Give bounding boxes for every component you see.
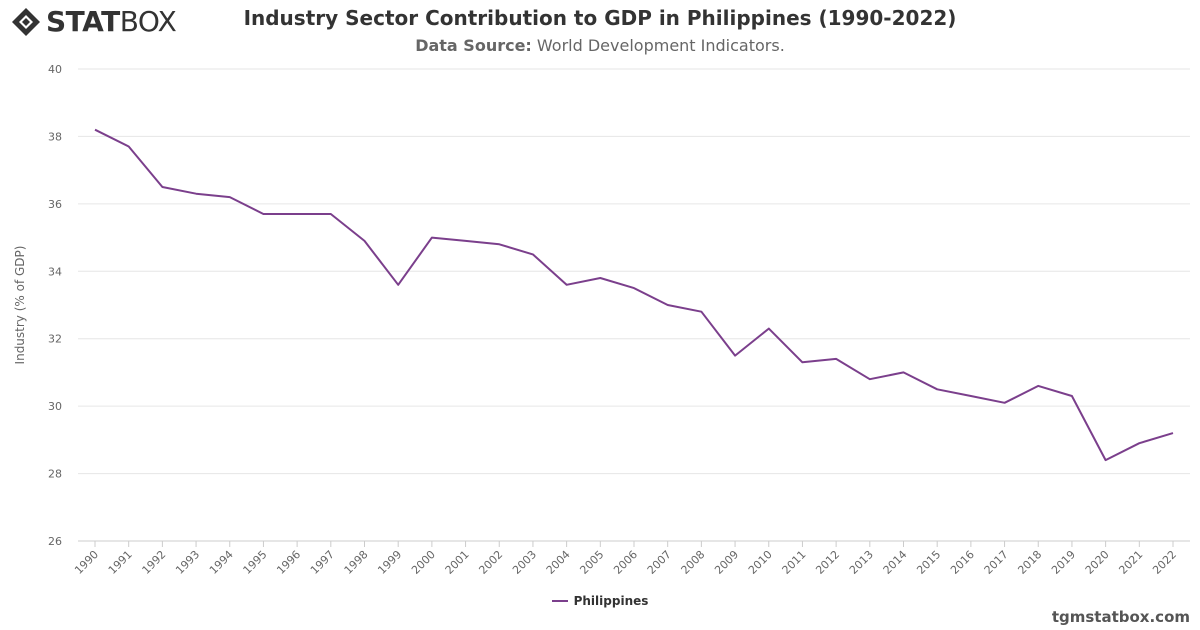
statbox-logo: STATBOX [10, 5, 177, 38]
y-tick-label: 30 [48, 400, 62, 413]
data-source-label: Data Source: [415, 36, 532, 55]
site-credit: tgmstatbox.com [1051, 608, 1190, 626]
data-point[interactable] [564, 282, 570, 288]
x-tick-label: 1999 [375, 548, 404, 577]
x-tick-label: 2002 [476, 548, 505, 577]
legend[interactable]: Philippines [0, 594, 1200, 608]
x-tick-label: 2022 [1150, 548, 1179, 577]
data-point[interactable] [698, 309, 704, 315]
x-tick-label: 1995 [241, 548, 270, 577]
chart-subtitle: Data Source: World Development Indicator… [0, 36, 1200, 55]
data-point[interactable] [1136, 440, 1142, 446]
x-tick-label: 2015 [914, 548, 943, 577]
data-point[interactable] [901, 369, 907, 375]
chart-title: Industry Sector Contribution to GDP in P… [243, 6, 957, 30]
x-tick-label: 1992 [140, 548, 169, 577]
data-point[interactable] [968, 393, 974, 399]
y-tick-label: 28 [48, 468, 62, 481]
data-point[interactable] [1035, 383, 1041, 389]
data-point[interactable] [1002, 400, 1008, 406]
y-tick-label: 38 [48, 130, 62, 143]
data-point[interactable] [227, 194, 233, 200]
x-tick-label: 2004 [544, 548, 573, 577]
x-tick-label: 1998 [342, 548, 371, 577]
y-tick-label: 36 [48, 198, 62, 211]
logo-wordmark-light: BOX [119, 5, 177, 38]
x-tick-label: 2019 [1049, 548, 1078, 577]
x-tick-label: 2017 [982, 548, 1011, 577]
y-tick-label: 26 [48, 535, 62, 548]
legend-swatch [551, 600, 568, 602]
data-point[interactable] [496, 241, 502, 247]
x-tick-label: 2000 [409, 548, 438, 577]
data-point[interactable] [463, 238, 469, 244]
data-point[interactable] [799, 359, 805, 365]
data-point[interactable] [766, 326, 772, 332]
data-point[interactable] [1103, 457, 1109, 463]
x-axis-ticks: 1990 1991 1992 1993 1994 1995 1996 1997 1998 1999… [72, 541, 1179, 577]
data-point[interactable] [631, 285, 637, 291]
x-tick-label: 2003 [510, 548, 539, 577]
data-point[interactable] [530, 251, 536, 257]
data-point[interactable] [597, 275, 603, 281]
data-point[interactable] [159, 184, 165, 190]
data-point[interactable] [1170, 430, 1176, 436]
diamond-logo-icon [12, 8, 40, 36]
x-tick-label: 2007 [645, 548, 674, 577]
data-point[interactable] [193, 191, 199, 197]
y-tick-label: 40 [48, 63, 62, 76]
y-axis-ticks: 26 28 30 32 34 36 38 40 [48, 63, 62, 548]
y-tick-label: 34 [48, 265, 62, 278]
x-tick-label: 2020 [1083, 548, 1112, 577]
gridlines [78, 68, 1190, 542]
x-tick-label: 2014 [881, 548, 910, 577]
x-tick-label: 2005 [577, 548, 606, 577]
data-point[interactable] [260, 211, 266, 217]
x-tick-label: 1993 [173, 548, 202, 577]
x-tick-label: 2001 [443, 548, 472, 577]
data-point[interactable] [126, 144, 132, 150]
x-tick-label: 2012 [813, 548, 842, 577]
data-point[interactable] [934, 386, 940, 392]
x-tick-label: 1996 [274, 548, 303, 577]
x-tick-label: 2008 [679, 548, 708, 577]
x-tick-label: 1991 [106, 548, 135, 577]
series-line-philippines[interactable] [94, 128, 1174, 462]
y-tick-label: 32 [48, 333, 62, 346]
x-tick-label: 2013 [847, 548, 876, 577]
data-point[interactable] [294, 211, 300, 217]
data-point[interactable] [328, 211, 334, 217]
x-tick-label: 1994 [207, 548, 236, 577]
data-point[interactable] [665, 302, 671, 308]
data-point[interactable] [395, 282, 401, 288]
logo-wordmark: STATBOX [46, 5, 177, 38]
x-tick-label: 2011 [780, 548, 809, 577]
data-point[interactable] [867, 376, 873, 382]
series-group [92, 127, 1176, 463]
data-point[interactable] [833, 356, 839, 362]
x-tick-label: 1990 [72, 548, 101, 577]
data-point[interactable] [429, 235, 435, 241]
x-tick-label: 2016 [948, 548, 977, 577]
data-point[interactable] [732, 353, 738, 359]
x-tick-label: 2006 [611, 548, 640, 577]
x-tick-label: 2021 [1116, 548, 1145, 577]
x-tick-label: 2010 [746, 548, 775, 577]
data-point[interactable] [362, 238, 368, 244]
y-axis-label: Industry (% of GDP) [13, 246, 27, 365]
x-tick-label: 1997 [308, 548, 337, 577]
data-point[interactable] [92, 127, 98, 133]
legend-item-philippines[interactable]: Philippines [573, 594, 649, 608]
x-tick-label: 2018 [1015, 548, 1044, 577]
data-source-value: World Development Indicators. [536, 36, 785, 55]
x-tick-label: 2009 [712, 548, 741, 577]
logo-wordmark-bold: STAT [46, 5, 120, 38]
data-point[interactable] [1069, 393, 1075, 399]
